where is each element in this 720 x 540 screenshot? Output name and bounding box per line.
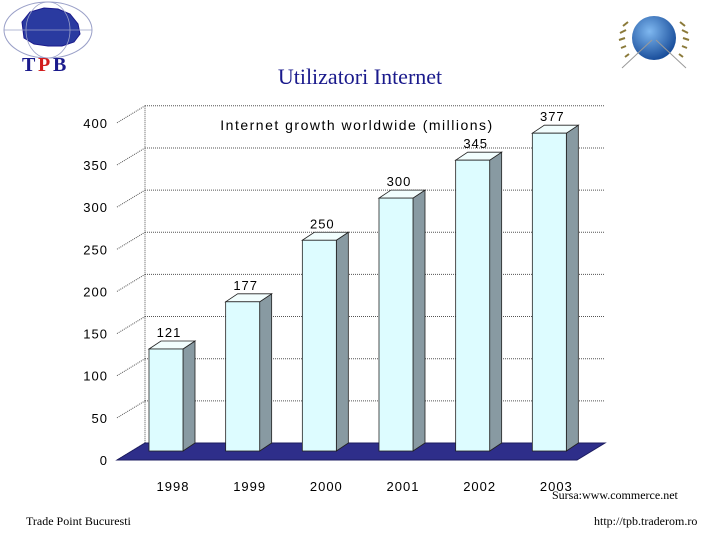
bar xyxy=(148,348,184,452)
bar-side xyxy=(182,340,196,452)
gridline-side xyxy=(116,316,146,334)
bar-side xyxy=(565,124,579,452)
gridline-side xyxy=(116,147,146,166)
x-tick-label: 2003 xyxy=(540,479,573,494)
gridline-side xyxy=(116,400,146,419)
data-label: 121 xyxy=(157,325,182,340)
laurel-left-icon xyxy=(618,21,630,58)
y-tick-label: 0 xyxy=(100,453,108,468)
source-note: Sursa:www.commerce.net xyxy=(552,488,678,502)
bar xyxy=(455,159,491,452)
tpb-logo: T P B xyxy=(3,1,93,76)
laurel-right-icon xyxy=(678,21,690,58)
romania-map-icon xyxy=(21,7,81,47)
gridline-side xyxy=(116,105,146,124)
y-tick-label: 250 xyxy=(83,242,108,257)
bar xyxy=(301,239,337,452)
chart-title: Internet growth worldwide (millions) xyxy=(220,117,493,133)
logo-letter-t: T xyxy=(22,54,36,76)
y-tick-label: 100 xyxy=(83,369,108,384)
slide-title: Utilizatori Internet xyxy=(277,64,443,89)
x-tick-label: 1998 xyxy=(157,479,190,494)
y-tick-label: 50 xyxy=(92,411,108,426)
x-tick-label: 2000 xyxy=(310,479,343,494)
y-tick-label: 150 xyxy=(83,327,108,342)
data-label: 177 xyxy=(233,278,258,293)
y-tick-label: 300 xyxy=(83,200,108,215)
footer-organization: Trade Point Bucuresti xyxy=(26,514,131,528)
x-tick-label: 2001 xyxy=(387,479,420,494)
y-tick-label: 350 xyxy=(83,158,108,173)
data-label: 377 xyxy=(540,109,565,124)
bar-side xyxy=(489,151,503,452)
gridline-side xyxy=(116,231,146,250)
x-tick-label: 1999 xyxy=(233,479,266,494)
gridline-side xyxy=(116,189,146,208)
x-tick-label: 2002 xyxy=(463,479,496,494)
footer-url[interactable]: http://tpb.traderom.ro xyxy=(594,514,698,528)
gridline-side xyxy=(116,358,146,377)
globe-laurel-logo xyxy=(618,16,690,69)
bar xyxy=(378,197,414,452)
bar xyxy=(225,301,261,452)
bar xyxy=(531,132,567,452)
bar-side xyxy=(335,231,349,452)
bar-side xyxy=(259,293,273,452)
logo-letter-b: B xyxy=(53,54,66,76)
bar-side xyxy=(412,189,426,452)
y-tick-label: 200 xyxy=(83,284,108,299)
y-tick-label: 400 xyxy=(83,116,108,131)
gridline-side xyxy=(116,273,146,292)
data-label: 250 xyxy=(310,216,335,231)
data-label: 345 xyxy=(463,136,488,151)
data-label: 300 xyxy=(387,174,412,189)
logo-letter-p: P xyxy=(38,54,50,76)
